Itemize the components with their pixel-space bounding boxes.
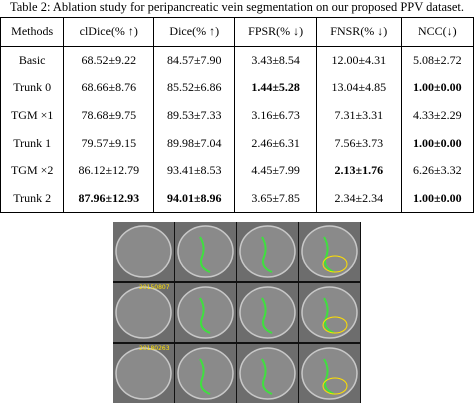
value-cell: 94.01±8.96 bbox=[153, 184, 235, 213]
body-outline bbox=[115, 347, 172, 400]
value-cell: 68.52±9.22 bbox=[63, 46, 154, 75]
value-cell: 89.53±7.33 bbox=[153, 101, 235, 130]
value-cell: 1.00±0.00 bbox=[400, 74, 474, 102]
value-cell: 78.68±9.75 bbox=[63, 101, 154, 130]
body-outline bbox=[239, 225, 296, 278]
value-cell: 2.13±1.76 bbox=[316, 156, 402, 185]
column-header: FPSR(% ↓) bbox=[234, 17, 317, 47]
vein-segmentation bbox=[199, 236, 211, 273]
value-cell: 86.12±12.79 bbox=[63, 156, 154, 185]
value-cell: 1.44±5.28 bbox=[234, 74, 317, 102]
table-row: TGM ×1 78.68±9.75 89.53±7.33 3.16±6.73 7.31±… bbox=[0, 101, 474, 130]
value-cell: 3.43±8.54 bbox=[234, 46, 317, 75]
value-cell: 1.00±0.00 bbox=[400, 184, 474, 213]
table-row: Trunk 0 68.66±8.76 85.52±6.86 1.44±5.28 13.0… bbox=[0, 74, 474, 102]
method-cell: TGM ×1 bbox=[0, 101, 64, 130]
vein-segmentation bbox=[323, 297, 335, 334]
column-header: Dice(% ↑) bbox=[153, 17, 235, 47]
panels bbox=[113, 222, 360, 403]
vein-segmentation bbox=[199, 297, 211, 334]
highlight-circle bbox=[322, 255, 348, 273]
value-cell: 68.66±8.76 bbox=[63, 74, 154, 102]
method-cell: Trunk 2 bbox=[0, 184, 64, 213]
value-cell: 4.45±7.99 bbox=[234, 156, 317, 185]
body-outline bbox=[239, 286, 296, 339]
vein-segmentation bbox=[323, 236, 335, 273]
column-header: Methods bbox=[0, 17, 64, 47]
value-cell: 7.56±3.73 bbox=[316, 129, 402, 157]
body-outline bbox=[239, 347, 296, 400]
value-cell: 87.96±12.93 bbox=[63, 184, 154, 213]
method-cell: TGM ×2 bbox=[0, 156, 64, 185]
column-header: clDice(% ↑) bbox=[63, 17, 154, 47]
column-header: NCC(↓) bbox=[400, 17, 474, 47]
case-label: 20180263 bbox=[139, 345, 170, 352]
body-outline bbox=[301, 347, 358, 400]
value-cell: 4.33±2.29 bbox=[400, 101, 474, 130]
caption: Table 2: Ablation study for peripancreat… bbox=[10, 0, 464, 14]
value-cell: 89.98±7.04 bbox=[153, 129, 235, 157]
value-cell: 2.46±6.31 bbox=[234, 129, 317, 157]
ablation-table: Methods clDice(% ↑) Dice(% ↑) FPSR(% ↓) FNSR… bbox=[0, 17, 474, 213]
body-outline bbox=[301, 225, 358, 278]
vein-segmentation bbox=[261, 358, 273, 395]
value-cell: 7.31±3.31 bbox=[316, 101, 402, 130]
column-header: FNSR(% ↓) bbox=[316, 17, 402, 47]
body-outline bbox=[115, 286, 172, 339]
value-cell: 12.00±4.31 bbox=[316, 46, 402, 75]
table-row: Trunk 1 79.57±9.15 89.98±7.04 2.46±6.31 7.56… bbox=[0, 129, 474, 157]
method-cell: Trunk 1 bbox=[0, 129, 64, 157]
method-cell: Basic bbox=[0, 46, 64, 75]
table-row: TGM ×2 86.12±12.79 93.41±8.53 4.45±7.99 2.13… bbox=[0, 156, 474, 185]
value-cell: 85.52±6.86 bbox=[153, 74, 235, 102]
table-row: Basic 68.52±9.22 84.57±7.90 3.43±8.54 12.00±… bbox=[0, 46, 474, 75]
method-cell: Trunk 0 bbox=[0, 74, 64, 102]
vein-segmentation bbox=[199, 358, 211, 395]
value-cell: 79.57±9.15 bbox=[63, 129, 154, 157]
value-cell: 3.16±6.73 bbox=[234, 101, 317, 130]
vein-segmentation bbox=[323, 358, 335, 395]
body-outline bbox=[177, 347, 234, 400]
ct-figure: 20150807 20180263 bbox=[113, 222, 361, 403]
value-cell: 2.34±2.34 bbox=[316, 184, 402, 213]
value-cell: 5.08±2.72 bbox=[400, 46, 474, 75]
table-row: Trunk 2 87.96±12.93 94.01±8.96 3.65±7.85 2.3… bbox=[0, 184, 474, 213]
body-outline bbox=[115, 225, 172, 278]
vein-segmentation bbox=[261, 297, 273, 334]
header-row: Methods clDice(% ↑) Dice(% ↑) FPSR(% ↓) FNSR… bbox=[0, 17, 474, 47]
value-cell: 1.00±0.00 bbox=[400, 129, 474, 157]
highlight-circle bbox=[322, 377, 348, 395]
vein-segmentation bbox=[261, 236, 273, 273]
highlight-circle bbox=[322, 316, 348, 334]
body-outline bbox=[177, 286, 234, 339]
value-cell: 93.41±8.53 bbox=[153, 156, 235, 185]
body-outline bbox=[177, 225, 234, 278]
value-cell: 13.04±4.85 bbox=[316, 74, 402, 102]
value-cell: 6.26±3.32 bbox=[400, 156, 474, 185]
value-cell: 84.57±7.90 bbox=[153, 46, 235, 75]
body-outline bbox=[301, 286, 358, 339]
value-cell: 3.65±7.85 bbox=[234, 184, 317, 213]
case-label: 20150807 bbox=[139, 284, 170, 291]
